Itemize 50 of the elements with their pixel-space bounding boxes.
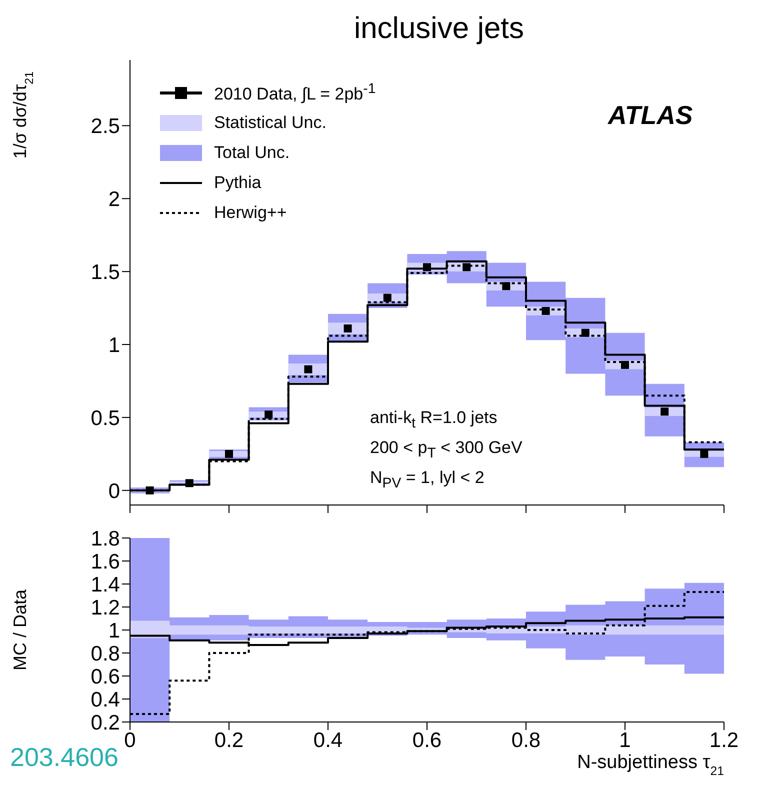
x-tick-label: 0.4 (313, 728, 343, 752)
x-tick-label: 0.8 (511, 728, 541, 752)
x-tick-label: 0 (124, 728, 136, 752)
point (502, 282, 510, 290)
x-tick-label: 0.6 (412, 728, 442, 752)
y-tick-label: 0.6 (90, 665, 120, 688)
point (621, 360, 629, 369)
annotation: 200 < p$_{T}$ < 300 GeV (370, 438, 522, 462)
y-tick-label: 1 (108, 334, 120, 357)
point (581, 328, 590, 337)
x-tick-label: 1.2 (709, 728, 739, 752)
y-tick-label: 2 (108, 188, 120, 212)
y-tick-label: 1.2 (90, 596, 120, 620)
annotation: anti-k$_{t}$ R=1.0 jets (370, 408, 498, 432)
chart-title: inclusive jets (352, 12, 526, 46)
point (304, 365, 312, 374)
y-tick-label: 0 (108, 480, 120, 503)
y-tick-label: 1 (108, 619, 120, 642)
y-tick-label: 1.6 (90, 550, 120, 574)
y-tick-label: 1.5 (90, 261, 120, 284)
y-tick-label: 1.4 (90, 573, 120, 596)
annotation: N$_{PV}$ = 1, lyl < 2 (370, 468, 484, 492)
y-axis-title: MC / Data (10, 588, 30, 671)
legend-label: 2010 Data, ∫L = 2pb$^{-1}$ (214, 81, 376, 105)
legend-label: Statistical Unc. (214, 113, 326, 133)
annotation: ATLAS (608, 100, 693, 131)
y-tick-label: 2.5 (90, 115, 120, 138)
y-tick-label: 0.4 (90, 688, 120, 712)
point (264, 410, 273, 419)
point (542, 306, 550, 315)
text: 203.4606 (10, 742, 118, 773)
point (462, 263, 471, 272)
point (423, 263, 431, 272)
point (700, 450, 708, 458)
point (344, 324, 352, 332)
y-tick-label: 0.5 (90, 406, 120, 430)
point (225, 450, 233, 458)
point (660, 408, 669, 416)
point (185, 479, 194, 488)
x-axis-title: N-subjettiness τ$_{21}$ (577, 752, 724, 778)
legend-label: Pythia (214, 173, 262, 193)
point (146, 486, 154, 494)
y-tick-label: 0.8 (90, 642, 120, 666)
y-tick-label: 0.2 (90, 711, 120, 734)
legend-label: Total Unc. (214, 143, 290, 163)
point (383, 294, 392, 302)
legend-label: Herwig++ (214, 203, 287, 223)
x-tick-label: 0.2 (214, 728, 244, 752)
x-tick-label: 1 (619, 728, 631, 752)
y-tick-label: 1.8 (90, 527, 120, 550)
